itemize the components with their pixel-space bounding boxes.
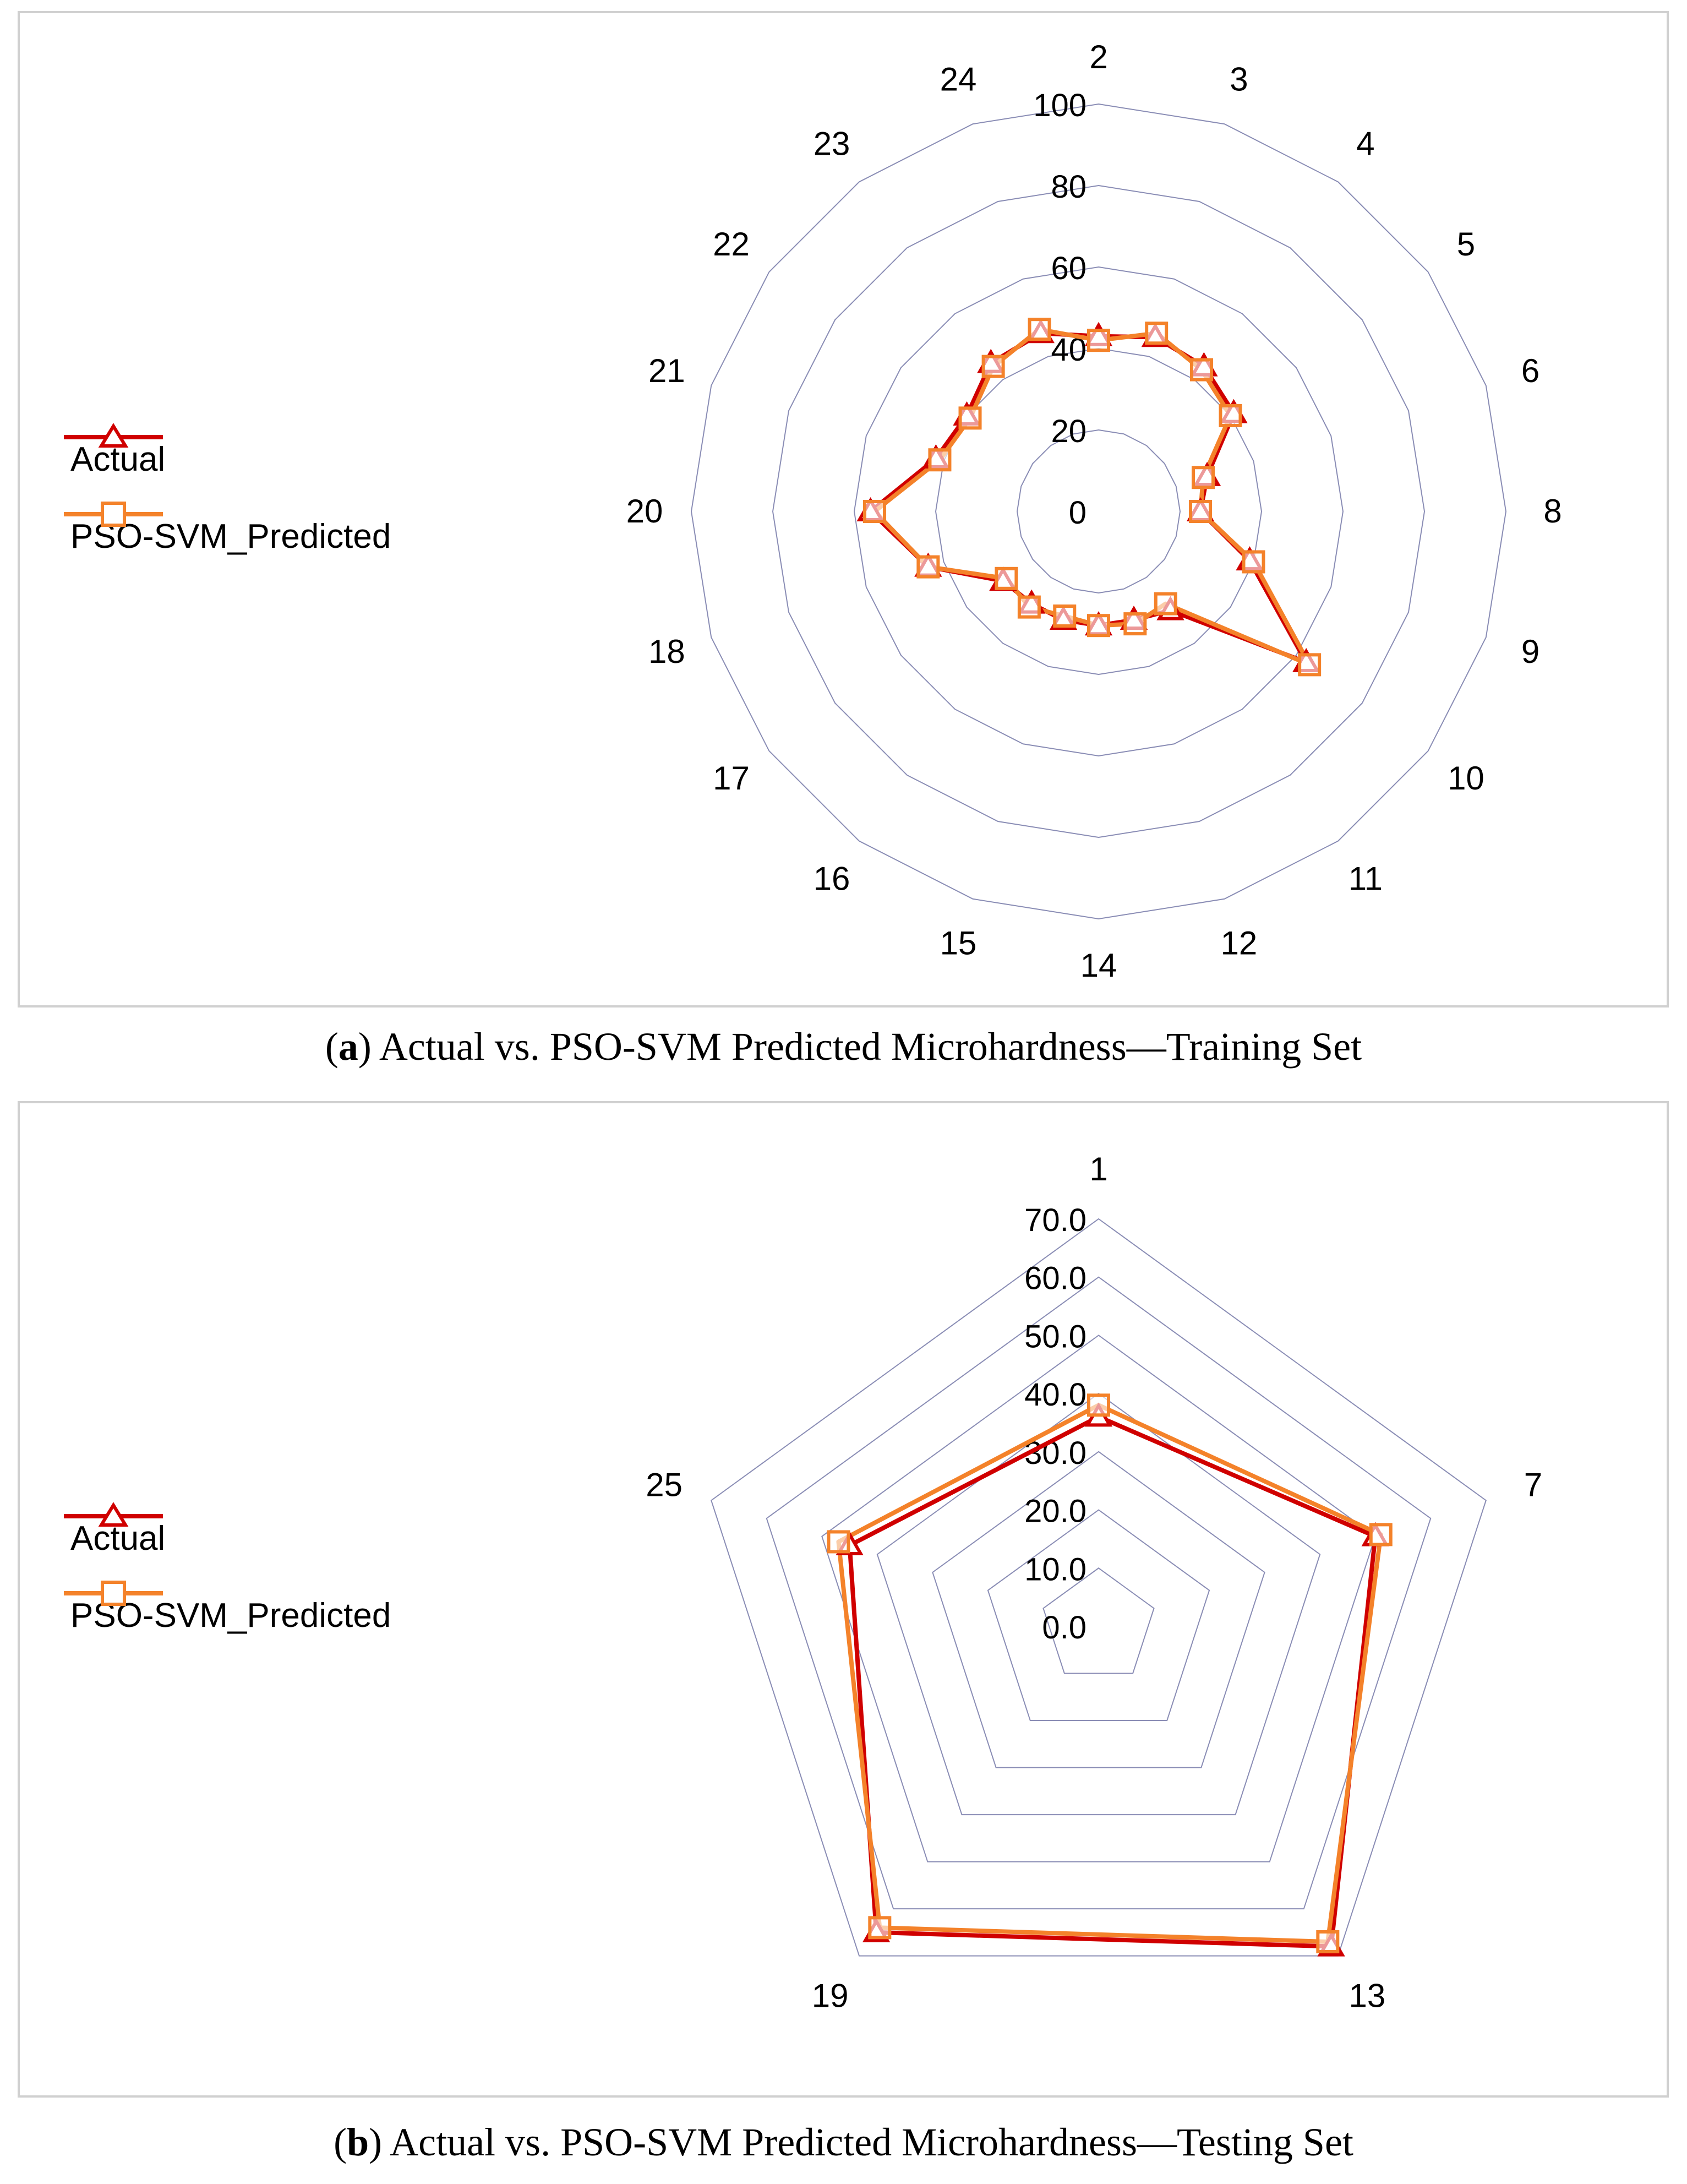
legend-swatch-predicted [64,502,163,527]
series-line-actual [847,1414,1378,1949]
r-tick-label: 0.0 [1042,1610,1087,1646]
category-label: 3 [1230,61,1248,97]
series-line-actual [868,331,1309,665]
r-tick-label: 20.0 [1024,1494,1087,1529]
grid-ring [766,1276,1432,1910]
caption-label-a: a [338,1025,358,1069]
data-point-predicted [1145,322,1169,345]
data-point-predicted [916,555,940,579]
legend-training: Actual PSO-SVM_Predicted [64,421,391,575]
grid-ring [1016,429,1181,594]
category-label: 6 [1521,352,1539,389]
caption-training: (a) Actual vs. PSO-SVM Predicted Microha… [325,1025,1362,1069]
category-label: 19 [812,1977,849,2014]
grid-ring [853,266,1344,757]
chart-panel-testing: 0.0 10.0 20.0 30.0 40.0 50.0 60.0 70.0 1 7 13 19 25 … [18,1101,1669,2098]
data-point-predicted [981,355,1005,378]
chart-panel-training: 0 20 40 60 80 100 2 3 4 5 6 8 9 10 11 12 14 15 16 17 18 20 21 2… [18,11,1669,1007]
data-point-predicted [1219,404,1242,428]
category-label: 4 [1356,126,1374,162]
category-label: 5 [1457,226,1475,263]
legend-swatch-actual [64,423,163,448]
grid-ring [987,1509,1210,1722]
category-label: 24 [940,61,977,97]
legend-item-actual: Actual [64,421,391,498]
category-label: 21 [648,352,685,389]
data-point-predicted [1053,604,1077,628]
category-label: 8 [1543,493,1562,530]
category-label: 22 [713,226,750,263]
grid-ring [876,1392,1321,1816]
data-point-predicted [1087,329,1110,352]
grid-ring [690,103,1507,920]
data-point-predicted [1369,1523,1393,1546]
category-label: 15 [940,925,977,962]
caption-text-b: Actual vs. PSO-SVM Predicted Microhardne… [390,2120,1353,2164]
category-label: 13 [1348,1977,1385,2014]
data-point-predicted [1028,318,1051,341]
category-label: 7 [1524,1467,1542,1504]
legend-item-actual: Actual [64,1500,391,1577]
data-point-predicted [1316,1930,1340,1954]
grid-ring [772,184,1426,838]
category-label: 11 [1348,860,1383,897]
r-tick-label: 10.0 [1024,1551,1087,1587]
category-label: 18 [648,633,685,670]
legend-swatch-predicted [64,1581,163,1606]
data-point-predicted [1154,592,1177,616]
category-label: 14 [1080,947,1117,984]
grid-ring [821,1335,1376,1862]
category-label: 25 [646,1467,683,1504]
data-point-predicted [1298,653,1322,677]
r-tick-label: 50.0 [1024,1319,1087,1354]
legend-item-predicted: PSO-SVM_Predicted [64,498,391,575]
category-label: 23 [814,126,850,162]
caption-text-a: Actual vs. PSO-SVM Predicted Microhardne… [379,1025,1362,1069]
legend-swatch-actual [64,1502,163,1527]
category-label: 2 [1089,39,1107,75]
data-point-predicted [1087,614,1110,638]
category-label: 20 [626,493,663,530]
r-tick-label: 60.0 [1024,1261,1087,1297]
data-point-predicted [1192,466,1215,489]
category-label: 17 [713,760,750,797]
legend-testing: Actual PSO-SVM_Predicted [64,1500,391,1654]
caption-label-b: b [347,2120,369,2164]
grid-ring [932,1451,1265,1768]
data-point-predicted [995,567,1018,590]
data-point-predicted [863,500,886,523]
data-point-predicted [958,406,982,430]
data-point-predicted [928,448,952,472]
r-tick-label: 0 [1069,495,1087,531]
data-point-predicted [868,1916,892,1940]
radar-chart-training: 0204060801002345689101112141516171820212… [626,39,1562,984]
r-tick-label: 60 [1051,250,1087,286]
r-tick-label: 80 [1051,169,1087,205]
category-label: 12 [1221,925,1258,962]
category-label: 10 [1448,760,1484,797]
data-point-predicted [1242,550,1265,574]
category-label: 1 [1089,1151,1107,1188]
data-point-predicted [1087,1393,1110,1417]
r-tick-label: 100 [1033,88,1087,123]
data-point-predicted [1190,358,1214,382]
caption-testing: (b) Actual vs. PSO-SVM Predicted Microha… [334,2120,1353,2164]
legend-item-predicted: PSO-SVM_Predicted [64,1577,391,1654]
r-tick-label: 70.0 [1024,1202,1087,1238]
r-tick-label: 40.0 [1024,1377,1087,1413]
grid-ring [711,1218,1487,1957]
category-label: 9 [1521,633,1539,670]
r-tick-label: 20 [1051,413,1087,449]
series-line-predicted [836,1403,1383,1945]
data-point-predicted [1189,500,1212,523]
data-point-predicted [1017,595,1041,619]
data-point-predicted [1123,612,1147,636]
data-point-predicted [827,1530,850,1554]
grid-ring [1042,1567,1155,1674]
category-label: 16 [814,860,850,897]
